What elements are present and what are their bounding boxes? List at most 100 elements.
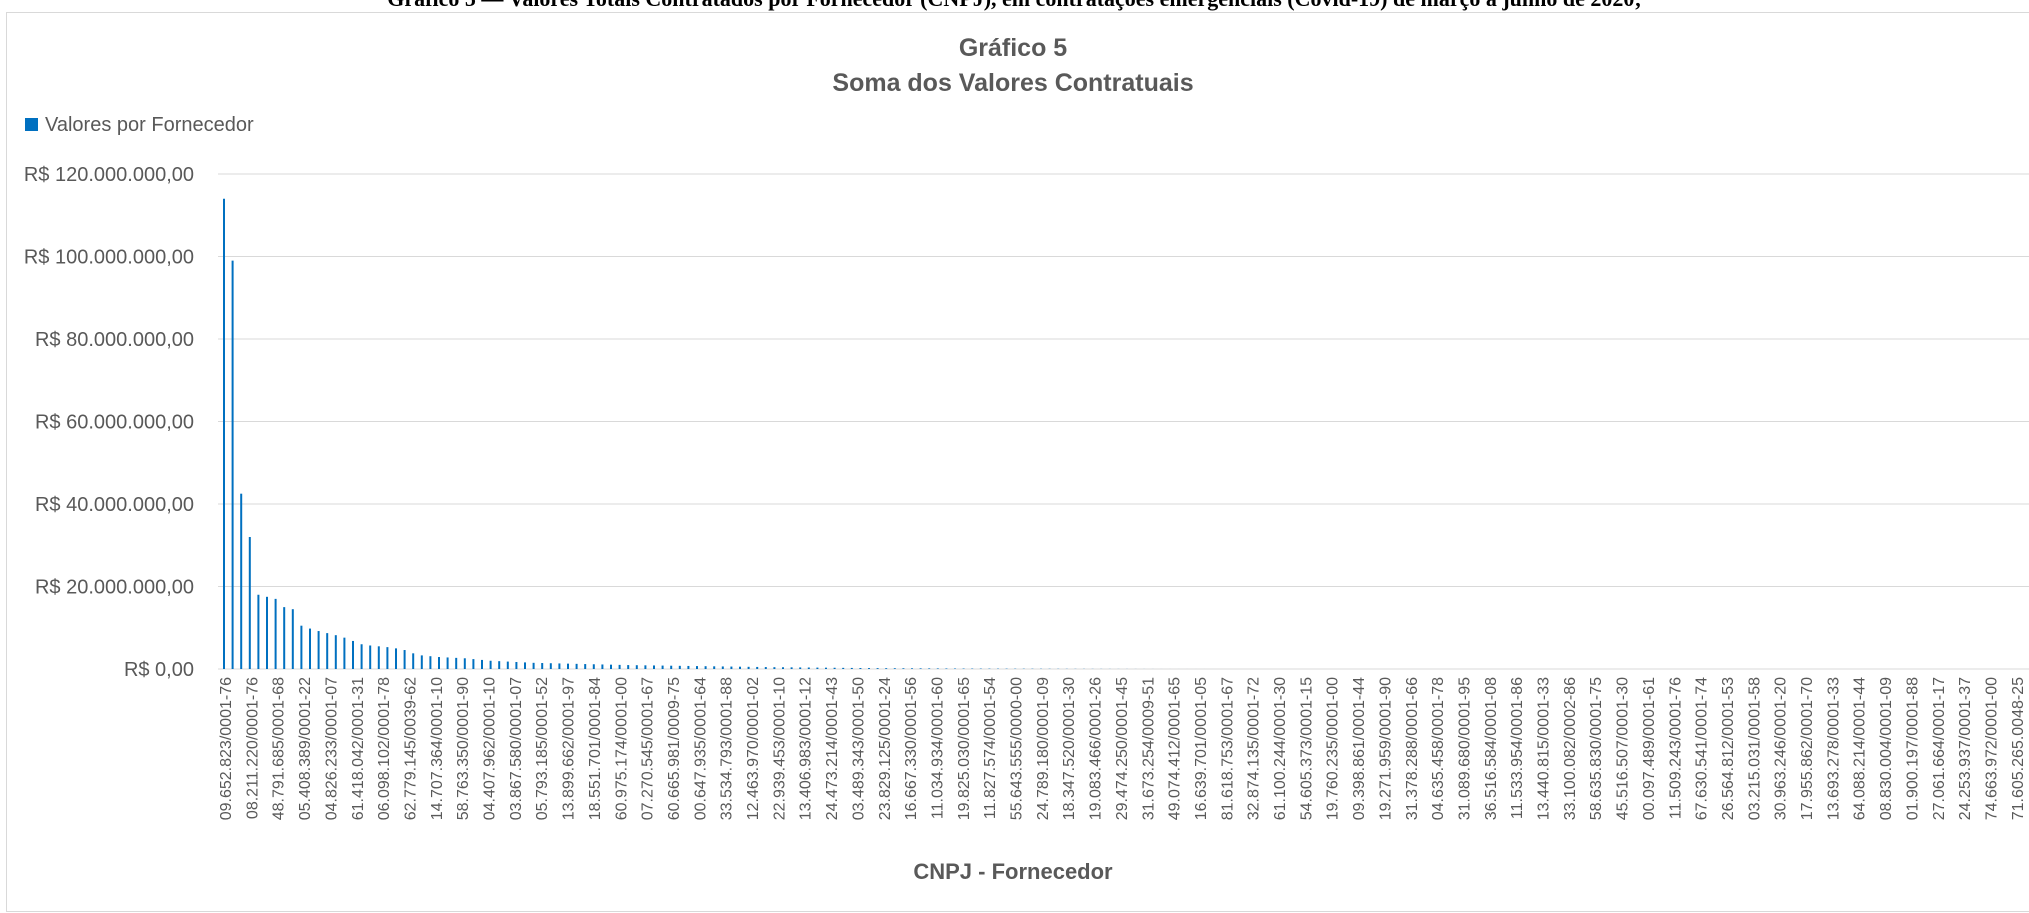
bar (584, 664, 586, 669)
bar (326, 633, 328, 669)
bar (223, 199, 225, 669)
x-tick-label: 13.899.662/0001-97 (561, 677, 578, 820)
bars (223, 199, 1257, 669)
x-tick-label: 17.955.862/0001-70 (1799, 677, 1816, 820)
x-tick-label: 12.463.970/0001-02 (745, 677, 762, 820)
bar (842, 668, 844, 669)
chart-subtitle: Soma dos Valores Contratuais (832, 69, 1193, 97)
bar (679, 666, 681, 669)
x-tick-label: 33.534.793/0001-88 (719, 677, 736, 820)
x-tick-label: 58.763.350/0001-90 (455, 677, 472, 820)
x-tick-label: 33.100.082/0002-86 (1562, 677, 1579, 820)
legend-label: Valores por Fornecedor (45, 114, 254, 136)
x-tick-label: 19.271.959/0001-90 (1377, 677, 1394, 820)
bar (283, 607, 285, 669)
bar (567, 664, 569, 669)
bar (644, 665, 646, 669)
x-tick-label: 45.516.507/0001-30 (1615, 677, 1632, 820)
x-tick-label: 04.826.233/0001-07 (323, 677, 340, 820)
bar (877, 668, 879, 669)
x-tick-label: 30.963.246/0001-20 (1773, 677, 1790, 820)
bar (928, 668, 930, 669)
x-tick-label: 04.407.962/0001-10 (482, 677, 499, 820)
x-tick-label: 05.408.389/0001-22 (297, 677, 314, 820)
bar (670, 666, 672, 669)
x-tick-label: 60.665.981/0009-75 (666, 677, 683, 820)
x-tick-label: 24.253.937/0001-37 (1957, 677, 1974, 820)
x-tick-label: 49.074.412/0001-65 (1167, 677, 1184, 820)
bar (722, 666, 724, 669)
y-tick-label: R$ 60.000.000,00 (35, 412, 194, 434)
x-tick-label: 01.900.197/0001-88 (1904, 677, 1921, 820)
x-tick-label: 23.829.125/0001-24 (877, 677, 894, 820)
bar (558, 663, 560, 669)
bar (885, 668, 887, 669)
bar (748, 667, 750, 669)
bar (825, 668, 827, 669)
bar (653, 665, 655, 669)
bar (816, 668, 818, 669)
x-tick-label: 62.779.145/0039-62 (402, 677, 419, 820)
bar (309, 629, 311, 669)
x-tick-label: 13.693.278/0001-33 (1825, 677, 1842, 820)
bar (713, 666, 715, 669)
x-tick-label: 31.378.288/0001-66 (1404, 677, 1421, 820)
x-tick-label: 19.083.466/0001-26 (1088, 677, 1105, 820)
y-tick-label: R$ 20.000.000,00 (35, 577, 194, 599)
bar (593, 664, 595, 669)
bar (249, 537, 251, 669)
bar (627, 665, 629, 669)
bar (601, 664, 603, 669)
bar (472, 659, 474, 669)
bar (335, 635, 337, 669)
x-tick-label: 09.652.823/0001-76 (218, 677, 235, 820)
y-tick-label: R$ 120.000.000,00 (24, 164, 194, 186)
x-tick-label: 11.509.243/0001-76 (1667, 677, 1684, 819)
bar (343, 638, 345, 669)
bar (533, 663, 535, 669)
bar-chart: Gráfico 5 Soma dos Valores Contratuais V… (7, 13, 2029, 913)
bar (945, 668, 947, 669)
bar (739, 667, 741, 669)
x-tick-label: 11.533.954/0001-86 (1509, 677, 1526, 819)
x-tick-label: 13.406.983/0001-12 (798, 677, 815, 820)
bar (369, 645, 371, 669)
bar (318, 631, 320, 669)
bar (730, 667, 732, 669)
x-tick-label: 07.270.545/0001-67 (640, 677, 657, 820)
x-tick-label: 00.647.935/0001-64 (692, 677, 709, 820)
bar (481, 660, 483, 669)
bar (773, 667, 775, 669)
x-tick-label: 16.639.701/0001-05 (1193, 677, 1210, 820)
x-tick-label: 06.098.102/0001-78 (376, 677, 393, 820)
x-tick-label: 00.097.489/0001-61 (1641, 677, 1658, 820)
bar (662, 666, 664, 669)
bar (429, 656, 431, 669)
x-tick-label: 58.635.830/0001-75 (1588, 677, 1605, 820)
bar (902, 668, 904, 669)
bar (464, 658, 466, 669)
bar (911, 668, 913, 669)
x-tick-label: 03.489.343/0001-50 (850, 677, 867, 820)
bar (300, 626, 302, 669)
x-tick-label: 61.100.244/0001-30 (1272, 677, 1289, 820)
y-tick-label: R$ 80.000.000,00 (35, 329, 194, 351)
legend-swatch (25, 118, 38, 131)
x-tick-label: 48.791.685/0001-68 (271, 677, 288, 820)
x-axis-title: CNPJ - Fornecedor (913, 859, 1113, 884)
y-axis: R$ 0,00R$ 20.000.000,00R$ 40.000.000,00R… (24, 164, 194, 681)
bar (447, 657, 449, 669)
bar (524, 662, 526, 669)
bar (361, 644, 363, 669)
chart-title: Gráfico 5 (959, 34, 1067, 62)
x-tick-label: 60.975.174/0001-00 (613, 677, 630, 820)
x-tick-label: 29.474.250/0001-45 (1114, 677, 1131, 820)
bar (851, 668, 853, 669)
bar (868, 668, 870, 669)
bar (765, 667, 767, 669)
bar (687, 666, 689, 669)
bar (636, 665, 638, 669)
bar (232, 261, 234, 669)
bar (257, 595, 259, 669)
